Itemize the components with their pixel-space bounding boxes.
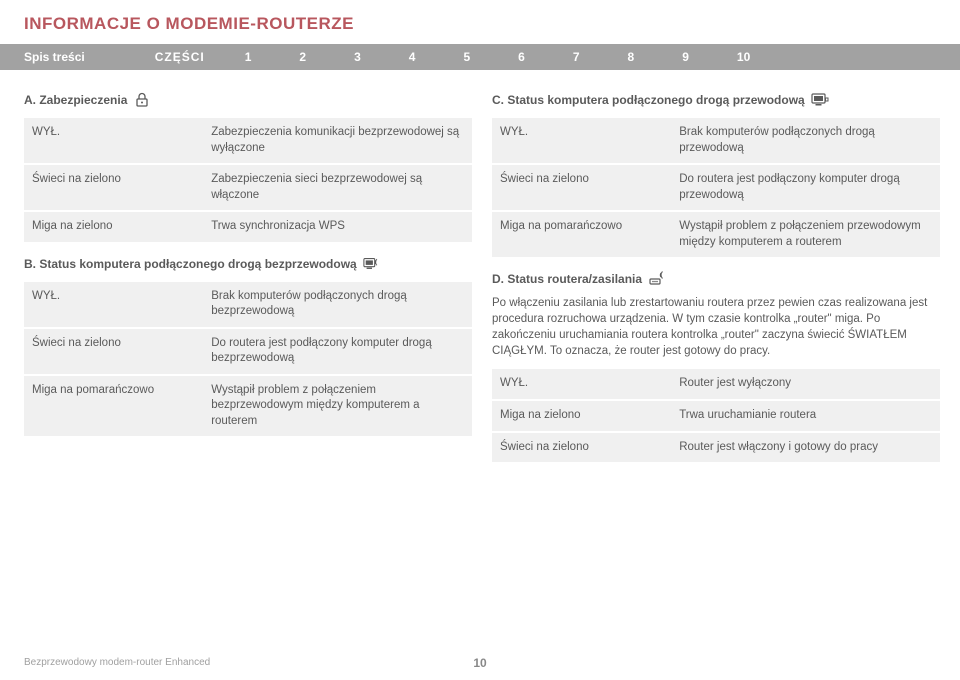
footer: Bezprzewodowy modem-router Enhanced 10 <box>24 657 936 668</box>
table-c: WYŁ.Brak komputerów podłączonych drogą p… <box>492 116 940 259</box>
cell-key: Miga na zielono <box>24 212 203 242</box>
section-c-title: C. Status komputera podłączonego drogą p… <box>492 93 805 107</box>
nav-num-2[interactable]: 2 <box>299 50 306 64</box>
cell-val: Zabezpieczenia sieci bezprzewodowej są w… <box>203 165 472 210</box>
cell-key: Świeci na zielono <box>24 165 203 210</box>
cell-key: Świeci na zielono <box>492 433 671 463</box>
section-b-heading: B. Status komputera podłączonego drogą b… <box>24 256 472 272</box>
table-row: Miga na pomarańczowoWystąpił problem z p… <box>492 212 940 257</box>
cell-key: WYŁ. <box>492 369 671 399</box>
computer-wireless-icon <box>363 256 381 272</box>
table-row: WYŁ.Brak komputerów podłączonych drogą p… <box>492 118 940 163</box>
section-a-title: A. Zabezpieczenia <box>24 93 127 107</box>
table-row: WYŁ.Brak komputerów podłączonych drogą b… <box>24 282 472 327</box>
router-power-icon <box>648 271 666 287</box>
cell-key: Miga na pomarańczowo <box>492 212 671 257</box>
section-d-heading: D. Status routera/zasilania <box>492 271 940 287</box>
nav-num-3[interactable]: 3 <box>354 50 361 64</box>
nav-num-5[interactable]: 5 <box>463 50 470 64</box>
nav-num-10[interactable]: 10 <box>737 50 750 64</box>
table-row: Miga na pomarańczowoWystąpił problem z p… <box>24 376 472 437</box>
nav-num-1[interactable]: 1 <box>245 50 252 64</box>
cell-key: Miga na pomarańczowo <box>24 376 203 437</box>
nav-num-8[interactable]: 8 <box>628 50 635 64</box>
right-column: C. Status komputera podłączonego drogą p… <box>492 92 940 464</box>
cell-val: Do routera jest podłączony komputer drog… <box>671 165 940 210</box>
section-b-title: B. Status komputera podłączonego drogą b… <box>24 257 357 271</box>
cell-key: Miga na zielono <box>492 401 671 431</box>
section-c-heading: C. Status komputera podłączonego drogą p… <box>492 92 940 108</box>
nav-num-7[interactable]: 7 <box>573 50 580 64</box>
cell-val: Router jest wyłączony <box>671 369 940 399</box>
table-row: Świeci na zielonoDo routera jest podłącz… <box>492 165 940 210</box>
table-row: Świeci na zielonoZabezpieczenia sieci be… <box>24 165 472 210</box>
cell-key: WYŁ. <box>24 282 203 327</box>
cell-val: Wystąpił problem z połączeniem przewodow… <box>671 212 940 257</box>
cell-val: Brak komputerów podłączonych drogą bezpr… <box>203 282 472 327</box>
table-row: Miga na zielonoTrwa uruchamianie routera <box>492 401 940 431</box>
table-row: Miga na zielonoTrwa synchronizacja WPS <box>24 212 472 242</box>
nav-bar: Spis treści CZĘŚCI 1 2 3 4 5 6 7 8 9 10 <box>0 44 960 70</box>
table-row: Świeci na zielonoRouter jest włączony i … <box>492 433 940 463</box>
nav-num-4[interactable]: 4 <box>409 50 416 64</box>
cell-val: Trwa uruchamianie routera <box>671 401 940 431</box>
cell-val: Do routera jest podłączony komputer drog… <box>203 329 472 374</box>
section-a-heading: A. Zabezpieczenia <box>24 92 472 108</box>
table-row: Świeci na zielonoDo routera jest podłącz… <box>24 329 472 374</box>
table-a: WYŁ.Zabezpieczenia komunikacji bezprzewo… <box>24 116 472 244</box>
cell-val: Trwa synchronizacja WPS <box>203 212 472 242</box>
table-row: WYŁ.Zabezpieczenia komunikacji bezprzewo… <box>24 118 472 163</box>
cell-val: Wystąpił problem z połączeniem bezprzewo… <box>203 376 472 437</box>
nav-parts-label: CZĘŚCI <box>155 50 205 64</box>
page-number: 10 <box>473 656 486 670</box>
lock-icon <box>133 92 151 108</box>
computer-wired-icon <box>811 92 829 108</box>
cell-key: Świeci na zielono <box>24 329 203 374</box>
cell-key: WYŁ. <box>24 118 203 163</box>
table-b: WYŁ.Brak komputerów podłączonych drogą b… <box>24 280 472 439</box>
cell-key: Świeci na zielono <box>492 165 671 210</box>
section-d-paragraph: Po włączeniu zasilania lub zrestartowani… <box>492 295 940 359</box>
table-row: WYŁ.Router jest wyłączony <box>492 369 940 399</box>
cell-val: Router jest włączony i gotowy do pracy <box>671 433 940 463</box>
table-d: WYŁ.Router jest wyłączony Miga na zielon… <box>492 367 940 464</box>
cell-val: Brak komputerów podłączonych drogą przew… <box>671 118 940 163</box>
cell-key: WYŁ. <box>492 118 671 163</box>
nav-num-6[interactable]: 6 <box>518 50 525 64</box>
content-area: A. Zabezpieczenia WYŁ.Zabezpieczenia kom… <box>0 70 960 464</box>
nav-num-9[interactable]: 9 <box>682 50 689 64</box>
page-title: INFORMACJE O MODEMIE-ROUTERZE <box>0 0 960 44</box>
left-column: A. Zabezpieczenia WYŁ.Zabezpieczenia kom… <box>24 92 472 464</box>
footer-product: Bezprzewodowy modem-router Enhanced <box>24 657 210 668</box>
section-d-title: D. Status routera/zasilania <box>492 272 642 286</box>
cell-val: Zabezpieczenia komunikacji bezprzewodowe… <box>203 118 472 163</box>
nav-toc[interactable]: Spis treści <box>24 50 85 64</box>
